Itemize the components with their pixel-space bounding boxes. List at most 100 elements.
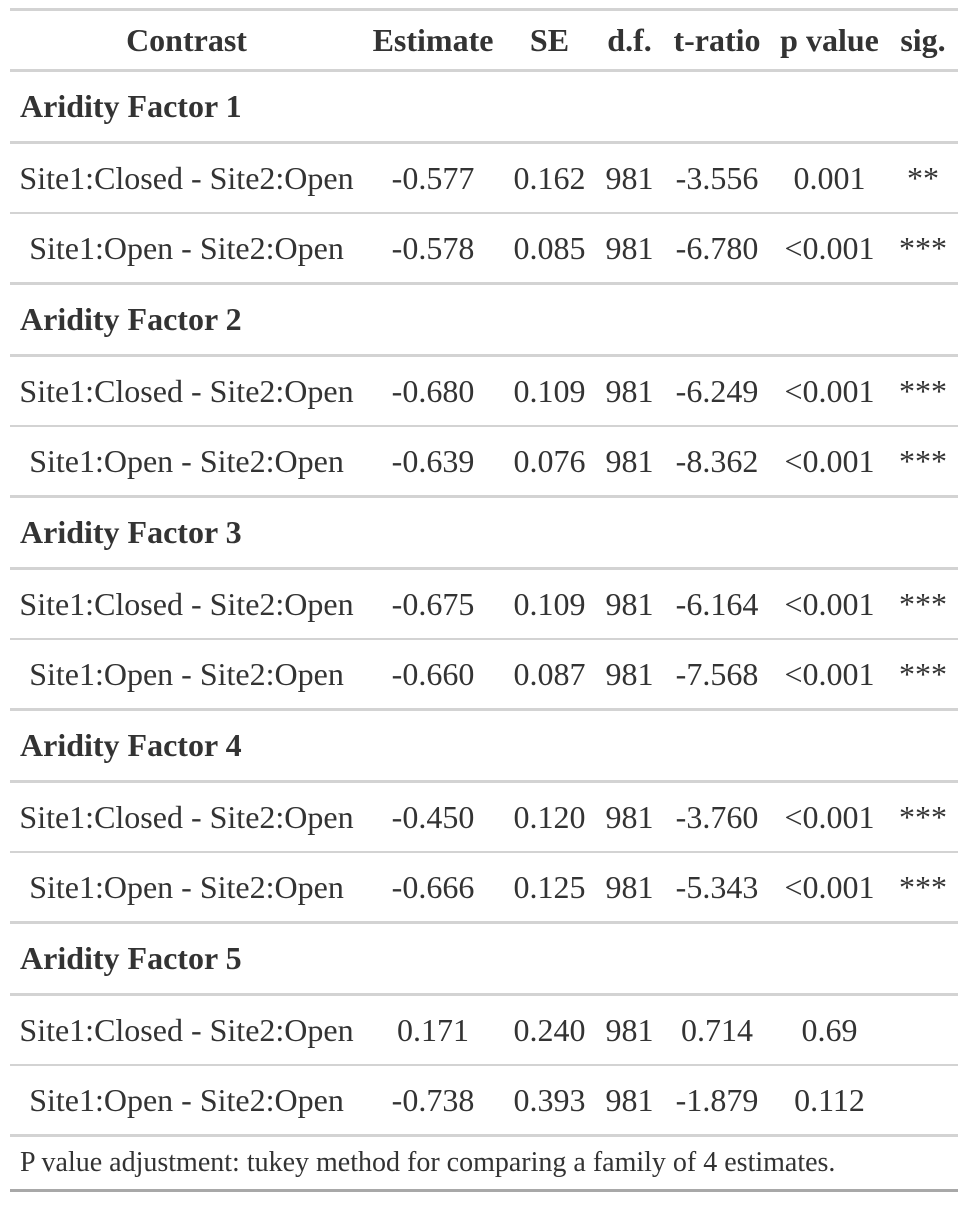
table-row: Site1:Open - Site2:Open -0.660 0.087 981 -7.… xyxy=(10,639,958,710)
cell-estimate: -0.639 xyxy=(391,442,475,479)
cell-estimate: 0.171 xyxy=(397,1011,469,1048)
cell-t-ratio: -8.362 xyxy=(675,442,759,479)
cell-df: 981 xyxy=(605,585,654,622)
cell-t-ratio: -5.343 xyxy=(675,868,759,905)
header-sig: sig. xyxy=(900,21,946,58)
cell-estimate: -0.450 xyxy=(391,798,475,835)
cell-df: 981 xyxy=(605,655,654,692)
cell-contrast: Site1:Open - Site2:Open xyxy=(29,229,344,266)
group-title: Aridity Factor 1 xyxy=(20,88,242,124)
group-row: Aridity Factor 1 xyxy=(10,71,958,143)
group-row: Aridity Factor 3 xyxy=(10,497,958,569)
cell-t-ratio: -6.164 xyxy=(675,585,759,622)
cell-t-ratio: -6.249 xyxy=(675,372,759,409)
table-row: Site1:Closed - Site2:Open -0.675 0.109 981-… xyxy=(10,569,958,639)
cell-se: 0.162 xyxy=(513,159,586,196)
cell-t-ratio: -6.780 xyxy=(675,229,759,266)
cell-t-ratio: -3.760 xyxy=(675,798,759,835)
cell-sig: *** xyxy=(899,655,947,692)
cell-estimate: -0.666 xyxy=(391,868,475,905)
cell-df: 981 xyxy=(605,868,654,905)
cell-sig xyxy=(888,995,958,1066)
cell-p-value: 0.001 xyxy=(793,159,866,196)
cell-se: 0.085 xyxy=(513,229,586,266)
cell-contrast: Site1:Open - Site2:Open xyxy=(29,868,344,905)
table-row: Site1:Closed - Site2:Open -0.577 0.162 981-… xyxy=(10,143,958,213)
cell-p-value: <0.001 xyxy=(784,229,875,266)
cell-t-ratio: -7.568 xyxy=(675,655,759,692)
table-row: Site1:Closed - Site2:Open -0.680 0.109 981-… xyxy=(10,356,958,426)
cell-p-value: <0.001 xyxy=(784,372,875,409)
table-row: Site1:Open - Site2:Open -0.738 0.393 981 -1.… xyxy=(10,1065,958,1136)
cell-se: 0.109 xyxy=(513,372,586,409)
cell-df: 981 xyxy=(605,159,654,196)
header-se: SE xyxy=(529,21,570,58)
cell-df: 981 xyxy=(605,798,654,835)
cell-se: 0.109 xyxy=(513,585,586,622)
cell-df: 981 xyxy=(605,442,654,479)
group-title: Aridity Factor 5 xyxy=(20,940,242,976)
cell-sig xyxy=(888,1065,958,1136)
cell-estimate: -0.660 xyxy=(391,655,475,692)
header-contrast: Contrast xyxy=(126,21,247,58)
cell-estimate: -0.675 xyxy=(391,585,475,622)
cell-p-value: <0.001 xyxy=(784,868,875,905)
contrast-table: Contrast Estimate SE d.f. t-ratio p valu… xyxy=(10,8,958,1192)
contrast-table-container: Contrast Estimate SE d.f. t-ratio p valu… xyxy=(10,8,958,1192)
table-body: Aridity Factor 1 Site1:Closed - Site2:Ope… xyxy=(10,71,958,1136)
cell-contrast: Site1:Open - Site2:Open xyxy=(29,442,344,479)
header-estimate: Estimate xyxy=(372,21,494,58)
table-row: Site1:Closed - Site2:Open -0.450 0.120 981-… xyxy=(10,782,958,852)
group-row: Aridity Factor 4 xyxy=(10,710,958,782)
table-row: Site1:Open - Site2:Open -0.578 0.085 981 -6.… xyxy=(10,213,958,284)
cell-sig: *** xyxy=(899,372,947,409)
header-df: d.f. xyxy=(607,21,652,58)
cell-df: 981 xyxy=(605,1011,654,1048)
group-title: Aridity Factor 2 xyxy=(20,301,242,337)
footnote: P value adjustment: tukey method for com… xyxy=(20,1147,836,1178)
cell-df: 981 xyxy=(605,1081,654,1118)
cell-sig: ** xyxy=(907,159,939,196)
cell-sig: *** xyxy=(899,585,947,622)
cell-sig: *** xyxy=(899,229,947,266)
cell-df: 981 xyxy=(605,229,654,266)
cell-contrast: Site1:Closed - Site2:Open xyxy=(19,798,354,835)
cell-estimate: -0.738 xyxy=(391,1081,475,1118)
cell-se: 0.393 xyxy=(513,1081,586,1118)
table-row: Site1:Open - Site2:Open -0.666 0.125 981 -5.… xyxy=(10,852,958,923)
cell-se: 0.120 xyxy=(513,798,586,835)
group-title: Aridity Factor 4 xyxy=(20,727,242,763)
cell-sig: *** xyxy=(899,442,947,479)
cell-contrast: Site1:Open - Site2:Open xyxy=(29,655,344,692)
cell-se: 0.087 xyxy=(513,655,586,692)
cell-p-value: <0.001 xyxy=(784,798,875,835)
cell-df: 981 xyxy=(605,372,654,409)
table-row: Site1:Open - Site2:Open -0.639 0.076 981 -8.… xyxy=(10,426,958,497)
header-p-value: p value xyxy=(780,21,879,58)
cell-se: 0.076 xyxy=(513,442,586,479)
table-footer: P value adjustment: tukey method for com… xyxy=(10,1136,958,1191)
header-row: Contrast Estimate SE d.f. t-ratio p valu… xyxy=(10,9,958,71)
cell-p-value: 0.112 xyxy=(794,1081,865,1118)
cell-p-value: <0.001 xyxy=(784,655,875,692)
cell-contrast: Site1:Open - Site2:Open xyxy=(29,1081,344,1118)
cell-sig: *** xyxy=(899,868,947,905)
cell-contrast: Site1:Closed - Site2:Open xyxy=(19,159,354,196)
cell-contrast: Site1:Closed - Site2:Open xyxy=(19,1011,354,1048)
table-header: Contrast Estimate SE d.f. t-ratio p valu… xyxy=(10,9,958,71)
cell-p-value: <0.001 xyxy=(784,442,875,479)
footnote-row: P value adjustment: tukey method for com… xyxy=(10,1136,958,1191)
cell-estimate: -0.680 xyxy=(391,372,475,409)
cell-estimate: -0.578 xyxy=(391,229,475,266)
cell-t-ratio: -1.879 xyxy=(675,1081,759,1118)
table-row: Site1:Closed - Site2:Open 0.171 0.240 981 0.… xyxy=(10,995,958,1066)
cell-contrast: Site1:Closed - Site2:Open xyxy=(19,372,354,409)
cell-t-ratio: 0.714 xyxy=(681,1011,753,1048)
group-row: Aridity Factor 5 xyxy=(10,923,958,995)
cell-p-value: <0.001 xyxy=(784,585,875,622)
group-row: Aridity Factor 2 xyxy=(10,284,958,356)
cell-estimate: -0.577 xyxy=(391,159,475,196)
header-t-ratio: t-ratio xyxy=(673,21,761,58)
cell-sig: *** xyxy=(899,798,947,835)
cell-t-ratio: -3.556 xyxy=(675,159,759,196)
